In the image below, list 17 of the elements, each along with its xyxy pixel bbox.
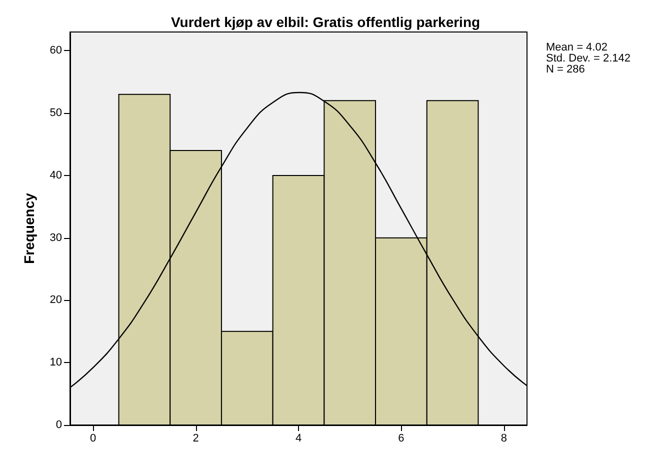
x-tick-label: 0: [90, 432, 96, 444]
y-tick-label: 20: [50, 294, 62, 306]
y-tick-label: 10: [50, 356, 62, 369]
x-tick-label: 8: [500, 432, 507, 444]
y-tick-label: 0: [56, 419, 62, 431]
chart-title: Vurdert kjøp av elbil: Gratis offentlig parkering: [170, 14, 480, 30]
text: Mean = 4.02: [546, 42, 608, 54]
x-tick-label: 2: [192, 432, 199, 444]
y-tick-label: 50: [50, 107, 62, 120]
y-tick-label: 60: [50, 44, 62, 57]
y-axis-title: Frequency: [21, 192, 37, 264]
y-tick-label: 30: [50, 232, 62, 244]
x-tick-label: 6: [398, 432, 404, 444]
y-tick-label: 40: [50, 169, 62, 182]
text: Std. Dev. = 2.142: [546, 52, 630, 64]
x-tick-label: 4: [295, 432, 302, 444]
text: N = 286: [546, 64, 585, 76]
